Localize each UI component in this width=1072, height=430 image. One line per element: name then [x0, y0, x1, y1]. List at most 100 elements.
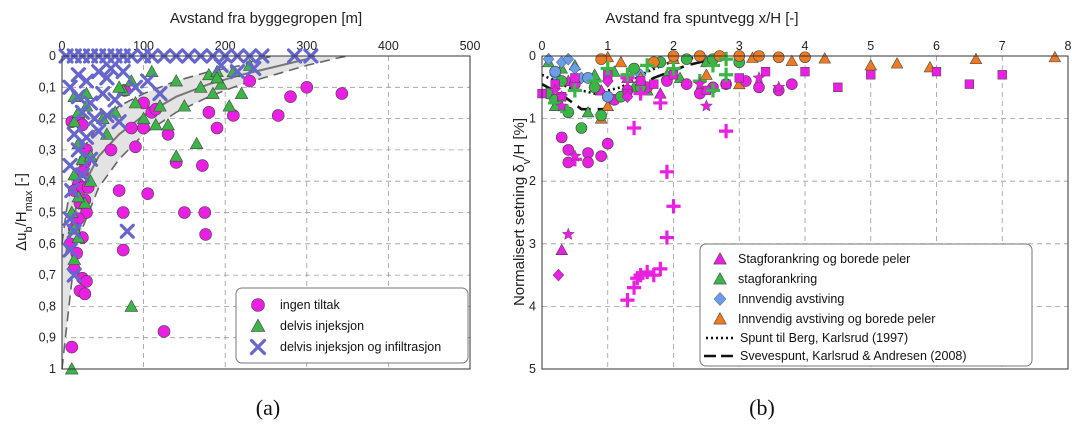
data-point-delvis-injeksjon-og-infiltrasjon [62, 211, 78, 227]
data-point-delvis-injeksjon [149, 117, 163, 131]
data-point-innvendig-avstiving-og-borede-peler [1048, 50, 1062, 63]
y-tick-label: 0,6 [39, 237, 56, 251]
y-tick-label: 3 [529, 237, 536, 251]
data-point-delvis-injeksjon [210, 70, 224, 84]
data-point-delvis-injeksjon-og-infiltrasjon [82, 151, 99, 167]
y-tick-label: 0,7 [39, 268, 56, 282]
legend-entry-delvis-injeksjon-og-infiltrasjon: delvis injeksjon og infiltrasjon [280, 340, 441, 354]
panel-b-yticks: 0 1 2 3 4 5 [529, 49, 536, 376]
data-point-innvendig-avstiving-og-borede-peler [864, 58, 878, 71]
data-point-plus-marker [630, 271, 645, 286]
x-tick-label: 5 [867, 39, 874, 53]
y-tick-label: 0,8 [39, 299, 56, 313]
data-point-plus-marker [653, 95, 668, 111]
data-point-delvis-injeksjon [222, 99, 237, 112]
data-point-circle-marker [601, 90, 614, 103]
data-point-diamond-marker [552, 268, 565, 282]
data-point-delvis-injeksjon [169, 74, 184, 87]
data-point-delvis-injeksjon-og-infiltrasjon [62, 157, 78, 174]
y-tick-label: 0,5 [39, 206, 56, 220]
x-tick-label: 7 [999, 39, 1006, 53]
legend-marker-delvis-injeksjon [250, 318, 266, 332]
data-point-stagforankring-og-borede-peler [555, 243, 569, 255]
x-tick-label: 1 [604, 39, 611, 53]
data-point-square-marker [931, 67, 942, 77]
data-point-ingen-tiltak [157, 325, 171, 338]
data-point-innvendig-avstiving-og-borede-peler [890, 57, 904, 69]
envelope-band [62, 56, 348, 369]
data-point-delvis-injeksjon-og-infiltrasjon [66, 126, 82, 142]
data-point-star-marker [568, 149, 582, 162]
y-tick-label: 0,4 [39, 174, 56, 188]
data-point-square-marker [734, 73, 744, 83]
data-point-ingen-tiltak [178, 206, 191, 219]
legend-marker-innvendig-avstiving-og-borede-peler [713, 312, 727, 325]
data-point-delvis-injeksjon [234, 86, 249, 99]
data-point-square-marker [964, 79, 975, 89]
panel-a-legend: ingen tiltak delvis injeksjon delvis inj… [235, 287, 469, 364]
data-point-plus-marker [626, 280, 642, 295]
legend-marker-stagforankring [713, 272, 727, 285]
data-point-star-marker [555, 99, 569, 112]
data-point-star-marker [772, 80, 786, 93]
data-point-delvis-injeksjon-og-infiltrasjon [103, 60, 119, 77]
data-point-innvendig-avstiving-og-borede-peler [785, 54, 799, 66]
data-point-plus-marker [600, 61, 615, 76]
data-point-delvis-injeksjon [67, 114, 82, 128]
data-point-plus-marker [659, 230, 675, 245]
data-point-plus-marker [653, 261, 668, 276]
data-point-circle-marker [555, 131, 568, 144]
data-point-innvendig-avstiving-og-borede-peler [614, 55, 628, 68]
data-point-plus-marker [719, 52, 734, 67]
legend-entry-stagforankring-og-borede-peler: Stagforankring og borede peler [738, 252, 910, 266]
panel-b-x-axis-title: Avstand fra spuntvegg x/H [-] [605, 10, 798, 27]
data-point-ingen-tiltak [196, 159, 209, 172]
panel-a-yticks: 0 0,1 0,2 0,3 0,4 0,5 0,6 0,7 0,8 0,9 1 [39, 49, 56, 376]
legend-marker-delvis-injeksjon-og-infiltrasjon [249, 338, 267, 356]
x-tick-label: 6 [933, 39, 940, 53]
data-point-circle-marker [786, 78, 798, 90]
data-point-diamond-marker [601, 74, 614, 88]
data-point-ingen-tiltak [112, 184, 126, 197]
x-tick-label: 3 [736, 39, 743, 53]
data-point-star-marker [561, 227, 575, 240]
data-point-delvis-injeksjon-og-infiltrasjon [70, 89, 86, 105]
data-point-delvis-injeksjon [214, 77, 228, 90]
data-point-delvis-injeksjon [177, 99, 192, 112]
data-point-delvis-injeksjon [78, 196, 92, 209]
y-tick-label: 5 [529, 362, 536, 376]
data-point-delvis-injeksjon-og-infiltrasjon [127, 79, 144, 95]
data-point-circle-marker [549, 65, 561, 78]
data-point-delvis-injeksjon-og-infiltrasjon [99, 107, 115, 124]
data-point-ingen-tiltak [65, 340, 79, 354]
panel-b-legend: Stagforankring og borede peler stagforan… [699, 243, 1033, 367]
data-point-delvis-injeksjon [128, 96, 143, 109]
data-point-delvis-injeksjon [153, 99, 167, 112]
data-point-circle-marker [680, 78, 693, 90]
data-point-delvis-injeksjon-og-infiltrasjon [119, 223, 135, 239]
data-point-ingen-tiltak [335, 87, 349, 100]
data-point-innvendig-avstiving-og-borede-peler [601, 99, 615, 111]
data-point-square-marker [570, 73, 580, 83]
data-point-circle-marker [772, 51, 785, 64]
data-point-ingen-tiltak [116, 206, 130, 219]
data-point-star-marker [693, 77, 707, 90]
legend-marker-stagforankring-og-borede-peler [713, 252, 727, 265]
y-tick-label: 1 [49, 362, 56, 376]
data-point-delvis-injeksjon-og-infiltrasjon [152, 85, 168, 102]
panel-a-plot-frame [61, 55, 471, 370]
data-point-delvis-injeksjon [67, 168, 82, 181]
data-point-delvis-injeksjon-og-infiltrasjon [66, 223, 82, 239]
data-point-ingen-tiltak [129, 140, 142, 154]
data-point-ingen-tiltak [202, 106, 216, 119]
data-point-plus-marker [666, 61, 681, 76]
panel-b-plot-frame [541, 55, 1069, 370]
data-point-delvis-injeksjon [193, 80, 208, 93]
legend-entry-innvendig-avstiving: Innvendig avstiving [738, 292, 844, 306]
data-point-delvis-injeksjon [161, 117, 175, 131]
legend-entry-delvis-injeksjon: delvis injeksjon [280, 319, 364, 333]
data-point-star-marker [699, 99, 713, 112]
panel-a-x-axis-title: Avstand fra byggegropen [m] [170, 10, 362, 27]
legend-entry-ingen-tiltak: ingen tiltak [280, 298, 341, 312]
